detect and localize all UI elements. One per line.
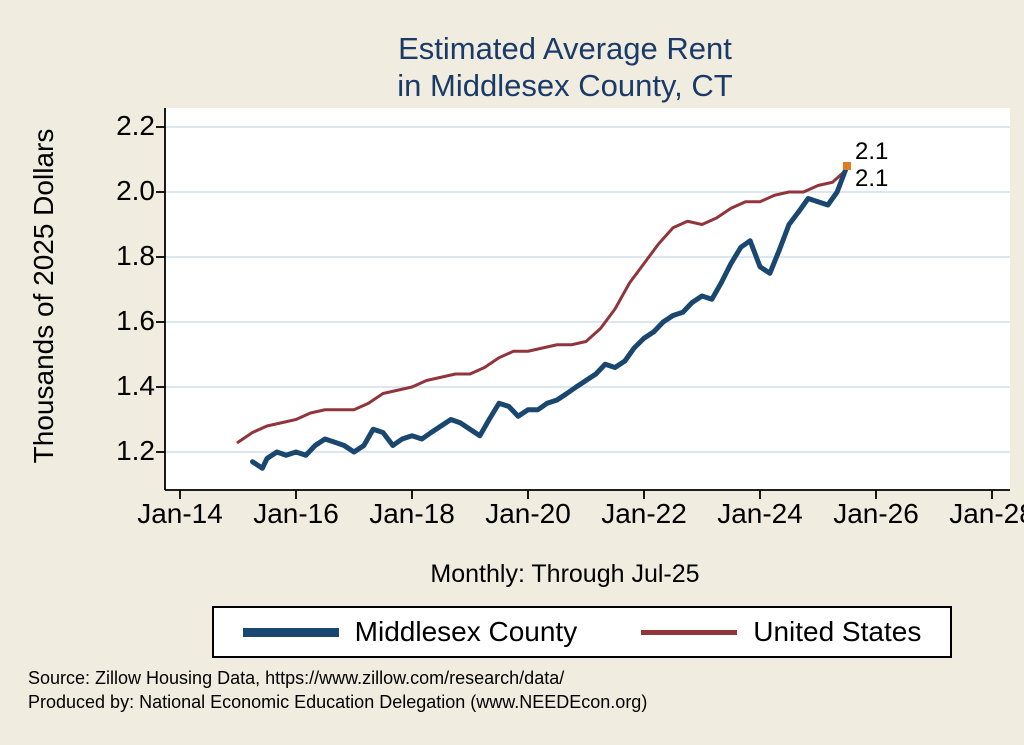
x-tick-label: Jan-20 (485, 498, 571, 529)
legend-item-middlesex-county: Middlesex County (242, 616, 578, 648)
legend-label-middlesex-county: Middlesex County (354, 616, 578, 647)
y-axis-title: Thousands of 2025 Dollars (28, 128, 59, 464)
united-states-line-sample (641, 629, 738, 635)
legend-label-united-states: United States (753, 616, 922, 647)
x-tick-label: Jan-16 (253, 498, 339, 529)
series-end-value-label: 2.1 (855, 138, 889, 165)
series-end-value-label: 2.1 (855, 165, 889, 192)
source-note-line1: Source: Zillow Housing Data, https://www… (28, 668, 565, 688)
middlesex-line-sample (242, 627, 339, 637)
y-tick-label: 2.0 (116, 175, 155, 206)
source-note-line2: Produced by: National Economic Education… (28, 692, 648, 712)
end-marker (843, 162, 851, 170)
y-tick-label: 1.2 (116, 435, 155, 466)
y-tick-label: 1.4 (116, 370, 155, 401)
y-tick-label: 1.6 (116, 305, 155, 336)
middlesex-county-line (250, 163, 850, 471)
united-states-line (236, 167, 849, 444)
x-tick-label: Jan-22 (601, 498, 687, 529)
x-tick-label: Jan-24 (717, 498, 803, 529)
y-tick-label: 1.8 (116, 240, 155, 271)
chart-frequency-note: Monthly: Through Jul-25 (430, 560, 700, 588)
chart-title: Estimated Average Rent in Middlesex Coun… (120, 30, 1010, 104)
x-tick-label: Jan-28 (949, 498, 1024, 529)
legend-item-united-states: United States (641, 616, 921, 648)
source-note: Source: Zillow Housing Data, https://www… (28, 666, 647, 714)
chart-title-line1: Estimated Average Rent (398, 31, 732, 66)
legend: Middlesex County United States (212, 606, 952, 658)
chart-title-line2: in Middlesex County, CT (397, 68, 733, 103)
plot-background (165, 108, 1010, 490)
y-tick-label: 2.2 (116, 110, 155, 141)
x-tick-label: Jan-14 (137, 498, 223, 529)
x-tick-label: Jan-18 (369, 498, 455, 529)
x-tick-label: Jan-26 (833, 498, 919, 529)
